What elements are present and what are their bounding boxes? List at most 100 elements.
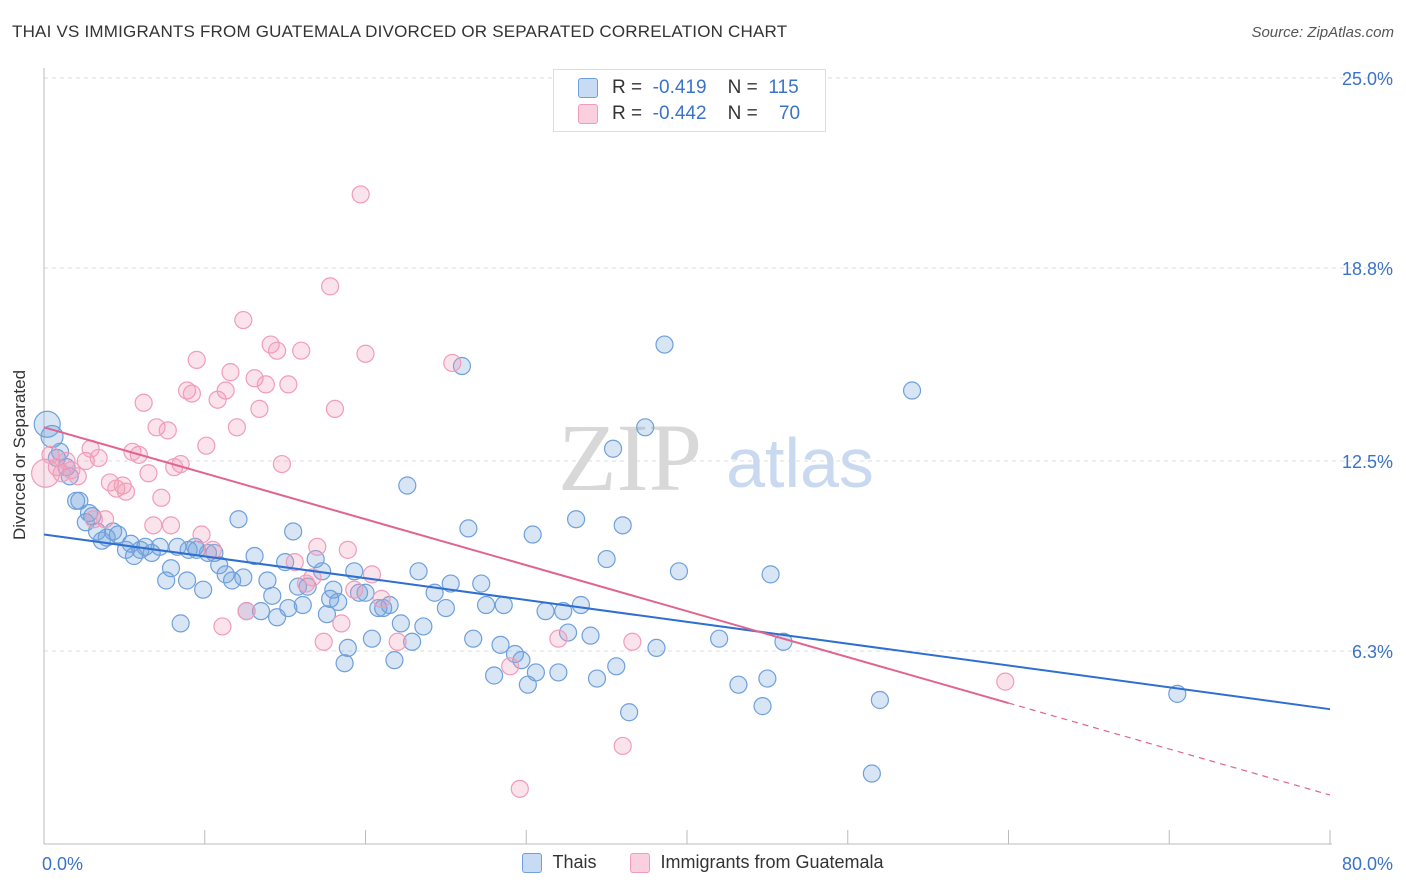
y-tick-label-0: 6.3% xyxy=(1352,642,1393,662)
trend-line-guatemala-extension xyxy=(1008,702,1331,796)
point-guatemala-36 xyxy=(221,363,240,382)
point-thais-20 xyxy=(150,537,169,556)
point-thais-105 xyxy=(761,565,780,584)
point-thais-77 xyxy=(491,635,510,654)
point-guatemala-50 xyxy=(303,568,322,587)
legend-label-guatemala: Immigrants from Guatemala xyxy=(660,852,884,872)
point-guatemala-29 xyxy=(187,350,206,369)
stats-n-label: N = xyxy=(727,103,758,124)
point-guatemala-22 xyxy=(152,488,171,507)
point-guatemala-66 xyxy=(549,629,568,648)
point-thais-104 xyxy=(758,669,777,688)
point-guatemala-69 xyxy=(996,672,1015,691)
point-thais-94 xyxy=(607,657,626,676)
point-thais-72 xyxy=(459,519,478,538)
point-thais-37 xyxy=(245,546,264,566)
point-guatemala-15 xyxy=(116,482,136,501)
point-thais-46 xyxy=(293,595,312,615)
point-thais-58 xyxy=(362,629,382,648)
point-guatemala-48 xyxy=(292,341,311,360)
point-thais-65 xyxy=(403,632,422,651)
point-thais-95 xyxy=(613,516,632,535)
point-thais-83 xyxy=(526,663,545,682)
point-guatemala-24 xyxy=(161,516,181,535)
point-thais-102 xyxy=(729,675,748,694)
point-guatemala-19 xyxy=(139,464,158,483)
point-guatemala-10 xyxy=(89,448,108,468)
point-guatemala-62 xyxy=(388,632,407,651)
point-guatemala-51 xyxy=(308,537,327,556)
point-thais-24 xyxy=(171,614,190,633)
point-guatemala-46 xyxy=(279,375,298,394)
point-thais-90 xyxy=(581,626,600,645)
watermark-zip: ZIP xyxy=(558,404,702,511)
tick-labels: 6.3% 12.5% 18.8% 25.0% 0.0% 80.0% xyxy=(42,69,1393,874)
point-guatemala-54 xyxy=(325,399,345,419)
point-thais-39 xyxy=(258,571,277,590)
point-thais-73 xyxy=(464,629,483,648)
x-tick-label-1: 80.0% xyxy=(1342,854,1393,874)
point-guatemala-44 xyxy=(267,341,287,360)
point-thais-112 xyxy=(79,503,99,523)
source-label: Source: ZipAtlas.com xyxy=(1251,24,1394,41)
point-guatemala-65 xyxy=(510,779,529,798)
point-thais-63 xyxy=(391,614,410,633)
stats-r-value: -0.442 xyxy=(652,103,707,124)
point-thais-101 xyxy=(710,629,729,648)
point-guatemala-21 xyxy=(147,418,166,437)
point-thais-23 xyxy=(168,537,187,556)
stats-row-thais: R = -0.419 N = 115 xyxy=(578,76,799,100)
point-thais-93 xyxy=(603,439,623,458)
point-guatemala-31 xyxy=(197,436,216,455)
point-thais-33 xyxy=(222,571,242,590)
point-thais-25 xyxy=(177,571,197,590)
point-guatemala-23 xyxy=(158,421,177,440)
legend-swatch-thais xyxy=(522,852,543,873)
point-guatemala-57 xyxy=(345,580,364,599)
point-guatemala-67 xyxy=(613,736,632,756)
chart-title: THAI VS IMMIGRANTS FROM GUATEMALA DIVORC… xyxy=(12,22,788,41)
point-guatemala-18 xyxy=(134,393,153,412)
stats-swatch-thais xyxy=(578,78,598,98)
point-thais-82 xyxy=(523,525,542,544)
point-thais-47 xyxy=(298,577,317,596)
point-guatemala-6 xyxy=(68,467,87,486)
point-guatemala-27 xyxy=(177,381,197,400)
point-thais-56 xyxy=(349,583,369,602)
point-guatemala-55 xyxy=(332,614,351,633)
y-axis-label: Divorced or Separated xyxy=(10,369,29,541)
point-guatemala-47 xyxy=(285,553,304,572)
point-thais-88 xyxy=(566,510,586,529)
point-guatemala-63 xyxy=(443,353,462,373)
point-guatemala-42 xyxy=(256,375,275,394)
gridlines xyxy=(44,77,1394,652)
point-thais-109 xyxy=(862,764,881,783)
point-thais-98 xyxy=(647,638,666,658)
point-thais-70 xyxy=(441,574,460,593)
legend-item-guatemala[interactable]: Immigrants from Guatemala xyxy=(630,852,884,873)
point-thais-53 xyxy=(335,654,354,673)
point-thais-78 xyxy=(494,595,513,615)
point-guatemala-41 xyxy=(250,399,269,419)
point-thais-22 xyxy=(161,559,181,578)
point-guatemala-11 xyxy=(95,510,115,529)
point-thais-80 xyxy=(512,651,531,670)
point-guatemala-64 xyxy=(501,657,520,676)
point-thais-96 xyxy=(620,703,639,722)
point-thais-64 xyxy=(398,476,417,495)
trend-line-guatemala xyxy=(43,426,1009,705)
point-guatemala-56 xyxy=(338,540,357,559)
point-guatemala-34 xyxy=(213,617,232,636)
point-guatemala-2 xyxy=(47,458,66,477)
legend-item-thais[interactable]: Thais xyxy=(522,852,596,873)
point-thais-34 xyxy=(229,510,248,529)
point-guatemala-45 xyxy=(272,454,292,474)
point-guatemala-28 xyxy=(182,384,201,403)
trend-line-thais xyxy=(43,533,1331,711)
point-thais-35 xyxy=(234,568,253,587)
point-guatemala-68 xyxy=(623,632,642,651)
point-guatemala-35 xyxy=(216,381,235,400)
point-thais-76 xyxy=(485,666,504,685)
axes xyxy=(43,68,1332,845)
